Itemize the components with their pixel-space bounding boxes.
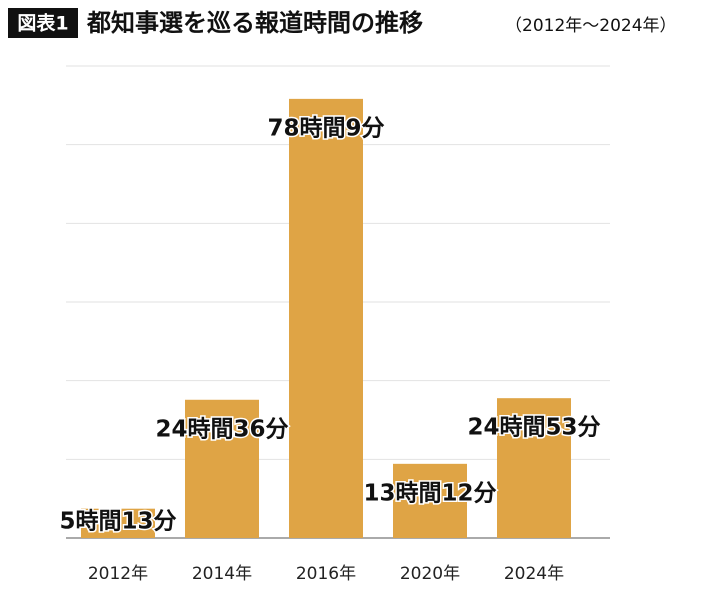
figure-label-box xyxy=(8,8,78,38)
bar xyxy=(393,463,467,538)
bar xyxy=(289,98,363,538)
x-tick-label: 2014年 xyxy=(192,564,252,584)
bar xyxy=(185,399,259,538)
chart-title: 都知事選を巡る報道時間の推移 xyxy=(86,9,423,37)
value-label: 78時間9分 xyxy=(267,115,384,141)
x-tick-label: 2020年 xyxy=(400,564,460,584)
x-tick-label: 2016年 xyxy=(296,564,356,584)
value-label: 5時間13分 xyxy=(59,509,176,535)
value-label: 24時間36分 xyxy=(155,416,288,442)
bar xyxy=(81,508,155,538)
x-tick-label: 2024年 xyxy=(504,564,564,584)
value-label: 24時間53分 xyxy=(467,415,600,441)
figure-label: 図表1 xyxy=(17,12,68,35)
value-label: 13時間12分 xyxy=(363,480,496,506)
bar xyxy=(497,398,571,538)
x-tick-label: 2012年 xyxy=(88,564,148,584)
chart-subtitle: （2012年～2024年） xyxy=(505,16,677,36)
